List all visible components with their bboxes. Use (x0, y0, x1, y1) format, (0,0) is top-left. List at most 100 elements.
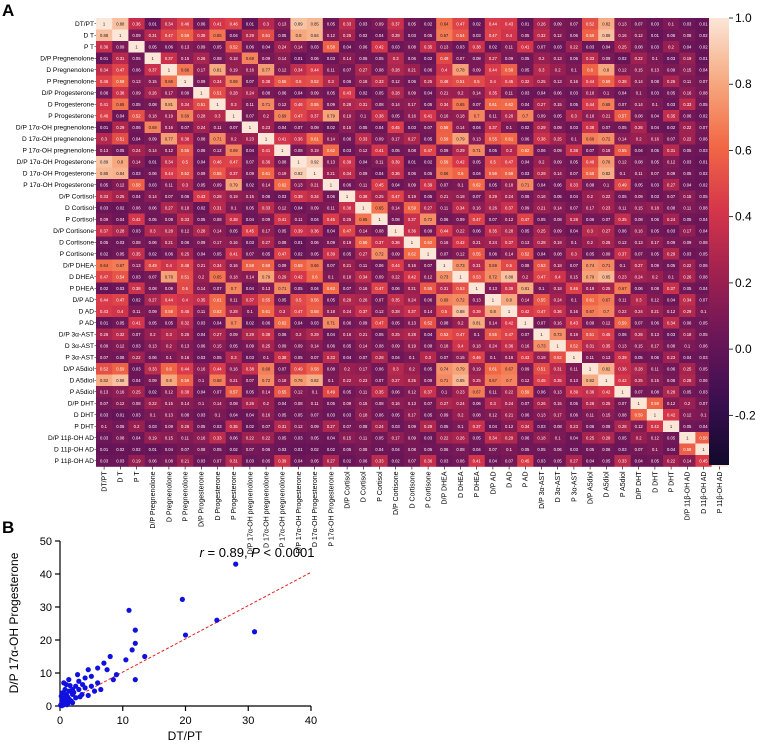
heatmap-cell (403, 397, 421, 410)
heatmap-cell-value: 0.1 (652, 102, 658, 107)
heatmap-cell (484, 133, 502, 145)
heatmap-cell-value: 0.72 (375, 251, 384, 256)
heatmap-cell-value: 0.12 (489, 412, 498, 417)
heatmap-cell (241, 213, 259, 226)
heatmap-cell (96, 75, 113, 88)
heatmap-cell-value: 0.08 (375, 102, 384, 107)
heatmap-cell-value: 0.79 (327, 113, 336, 118)
heatmap-cell-value: 0.13 (278, 21, 287, 26)
heatmap-cell-value: 0.06 (132, 67, 141, 72)
heatmap-cell-value: 0.08 (424, 343, 433, 348)
heatmap-cell (436, 98, 453, 111)
heatmap-cell (290, 455, 307, 467)
heatmap-cell (322, 64, 340, 76)
heatmap-cell (193, 18, 210, 30)
heatmap-cell (306, 397, 324, 410)
heatmap-cell (436, 271, 453, 283)
heatmap-row-label: P Cortisone (60, 251, 95, 258)
heatmap-cell (274, 98, 291, 111)
heatmap-cell-value: 0.13 (440, 44, 449, 49)
heatmap-cell-value: 0.04 (392, 182, 401, 187)
heatmap-cell-value: 0.38 (262, 79, 271, 84)
heatmap-cell (290, 167, 307, 180)
heatmap-cell (598, 397, 615, 410)
heatmap-cell (517, 328, 534, 341)
heatmap-cell-value: 0.06 (327, 343, 336, 348)
heatmap-cell-value: 0.58 (311, 366, 320, 371)
heatmap-cell (241, 225, 259, 237)
heatmap-cell-value: 0.66 (311, 263, 320, 268)
heatmap-cell (533, 41, 550, 53)
heatmap-cell-value: 0.05 (424, 102, 433, 107)
heatmap-cell-value: 0.33 (586, 56, 595, 61)
heatmap-cell (614, 52, 631, 65)
heatmap-cell-value: 0.16 (230, 240, 239, 245)
heatmap-cell-value: 0.37 (424, 389, 433, 394)
heatmap-cell (274, 87, 291, 99)
heatmap-cell (436, 41, 453, 53)
heatmap-cell (128, 167, 145, 180)
heatmap-cell (274, 282, 291, 295)
heatmap-cell (96, 374, 113, 387)
heatmap-cell-value: 0.12 (554, 33, 563, 38)
heatmap-cell (209, 386, 226, 398)
heatmap-cell (420, 282, 437, 295)
heatmap-cell (582, 52, 599, 65)
heatmap-cell-value: 0.25 (392, 332, 401, 337)
heatmap-column-label: D/P A5diol (588, 471, 595, 504)
heatmap-cell-value: 0.11 (359, 435, 368, 440)
heatmap-cell (177, 29, 194, 42)
heatmap-cell (663, 87, 680, 99)
heatmap-cell-value: 0.06 (521, 136, 530, 141)
heatmap-cell-value: 0.31 (554, 366, 563, 371)
heatmap-cell (241, 363, 259, 375)
heatmap-cell (484, 386, 502, 398)
heatmap-cell-value: 0.03 (246, 355, 255, 360)
heatmap-cell-value: 0.34 (213, 79, 222, 84)
heatmap-cell-value: 0.37 (149, 67, 158, 72)
heatmap-cell (387, 225, 405, 237)
heatmap-cell-value: 0.47 (375, 286, 384, 291)
heatmap-cell-value: 0.08 (602, 424, 611, 429)
heatmap-cell (565, 282, 583, 295)
heatmap-cell (436, 156, 453, 168)
heatmap-cell-value: 0.07 (246, 447, 255, 452)
heatmap-cell-value: 0.04 (489, 424, 498, 429)
heatmap-cell (371, 156, 388, 168)
heatmap-cell (193, 179, 210, 191)
heatmap-column-label: P A5diol (620, 471, 627, 497)
heatmap-cell-value: 0.58 (132, 182, 141, 187)
heatmap-cell-value: 0.05 (149, 44, 158, 49)
heatmap-cell-value: 0.39 (618, 355, 627, 360)
heatmap-cell (582, 236, 599, 249)
heatmap-cell-value: 0.29 (683, 309, 692, 314)
heatmap-cell-value: 0.05 (424, 194, 433, 199)
heatmap-cell (193, 397, 210, 410)
heatmap-cell-value: 0.2 (636, 136, 642, 141)
heatmap-cell-value: 0.05 (683, 424, 692, 429)
heatmap-cell (387, 432, 405, 444)
heatmap-cell (193, 443, 210, 456)
heatmap-cell-value: 0.79 (586, 274, 595, 279)
heatmap-cell (290, 351, 307, 364)
heatmap-cell-value: 1 (605, 378, 608, 383)
heatmap-cell-value: 0.04 (132, 435, 141, 440)
heatmap-cell (582, 64, 599, 76)
heatmap-cell (306, 190, 324, 203)
heatmap-cell-value: 1 (621, 389, 624, 394)
heatmap-cell (290, 236, 307, 249)
heatmap-cell-value: 0.22 (683, 136, 692, 141)
heatmap-cell-value: 0.01 (149, 447, 158, 452)
heatmap-cell (160, 87, 178, 99)
heatmap-cell (452, 294, 469, 306)
heatmap-cell-value: 0.08 (359, 447, 368, 452)
heatmap-cell (128, 202, 145, 214)
heatmap-cell-value: 0.12 (294, 389, 303, 394)
heatmap-cell-value: 0.09 (375, 274, 384, 279)
heatmap-cell-value: 0.18 (554, 263, 563, 268)
heatmap-row-label: D Progesterone (48, 102, 95, 109)
heatmap-cell (112, 98, 129, 111)
heatmap-cell-value: 0.14 (554, 205, 563, 210)
heatmap-cell (484, 190, 502, 203)
